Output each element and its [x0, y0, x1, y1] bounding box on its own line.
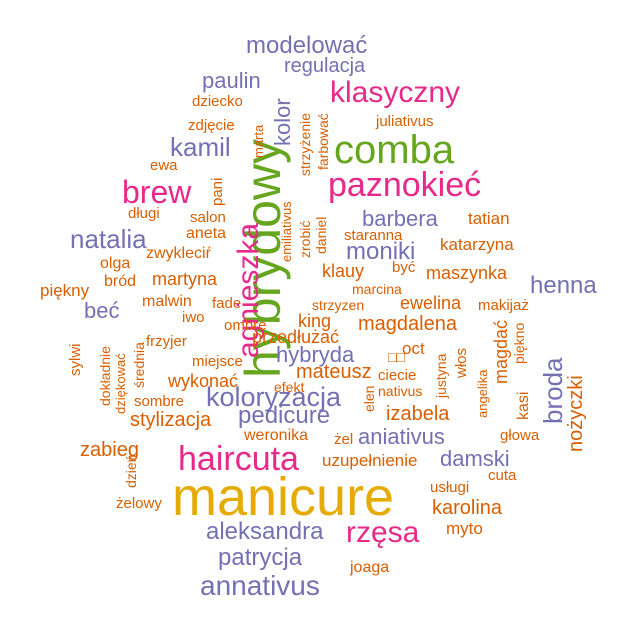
word-daniel: daniel: [313, 216, 329, 254]
word-wlos: włos: [453, 347, 470, 378]
word-tatian: tatian: [468, 209, 510, 228]
word-paznokiec: paznokieć: [328, 166, 482, 204]
word-glowa: głowa: [500, 427, 540, 444]
word-staranna: staranna: [344, 227, 403, 244]
word-przedluzac: przedłużać: [252, 327, 340, 347]
word-brew: brew: [122, 174, 192, 210]
word-dzien: dzień: [123, 454, 139, 488]
word-angelika: angelika: [475, 369, 490, 418]
word-zwyklecir: zwykleciŕ: [146, 245, 211, 262]
word-magdac: magdać: [491, 319, 511, 384]
word-hybryda: hybryda: [276, 342, 355, 367]
word-natalia: natalia: [70, 224, 147, 254]
word-fade: fade: [212, 295, 242, 312]
word-dlugi: długi: [128, 205, 160, 222]
word-olga: olga: [100, 255, 131, 272]
word-brod: bród: [104, 273, 137, 290]
word-malwin: malwin: [142, 293, 192, 310]
word-katarzyna: katarzyna: [440, 235, 514, 254]
word-izabela: izabela: [386, 403, 450, 425]
word-comba: comba: [334, 128, 455, 172]
word-king: king: [298, 311, 332, 331]
word-aneta: aneta: [186, 225, 227, 242]
word-manicure: manicure: [172, 467, 395, 527]
word-cuta: cuta: [488, 467, 517, 484]
word-efekt: efekt: [274, 379, 305, 395]
word-marta: marta: [251, 124, 266, 158]
word-sombre: sombre: [134, 393, 185, 410]
word-klauy: klauy: [322, 261, 365, 281]
word-uzupelnienie: uzupełnienie: [322, 451, 418, 470]
word-justyna: justyna: [433, 353, 449, 398]
word-byc: być: [392, 259, 416, 276]
word-ewelina: ewelina: [400, 293, 462, 313]
word-koloryzacja: koloryzacja: [206, 382, 342, 412]
word-iwo: iwo: [182, 309, 205, 326]
word-srednia: średnia: [131, 342, 147, 388]
word-zelowy: żelowy: [116, 495, 162, 512]
word-magdalena: magdalena: [358, 313, 457, 335]
word-wykonac: wykonać: [168, 371, 239, 391]
word-strzyzenie: strzyżenie: [297, 112, 313, 176]
word-elen: elen: [361, 385, 377, 412]
word-kasi: kasi: [515, 391, 532, 420]
word-frzyjer: frzyjer: [146, 333, 187, 350]
word-martyna: martyna: [152, 269, 218, 289]
word-dokladnie: dokładnie: [97, 346, 113, 406]
word-paulin: paulin: [202, 68, 261, 93]
word-farbowac: farbować: [315, 113, 331, 170]
word-kolor: kolor: [270, 98, 295, 146]
word-juliativus: juliativus: [376, 113, 434, 130]
word-maszynka: maszynka: [426, 263, 508, 283]
word-pani: pani: [209, 177, 226, 206]
word-patrycja: patrycja: [218, 544, 303, 571]
word-uslugi: usługi: [430, 479, 470, 496]
word-henna: henna: [530, 272, 597, 299]
word-moniki: moniki: [346, 238, 416, 265]
word-zel: żel: [334, 431, 354, 448]
word-weronika: weronika: [244, 427, 309, 444]
word-modelowac: modelować: [246, 32, 368, 59]
word-myto: myto: [446, 519, 483, 538]
word-dziekowac: dziękować: [113, 353, 128, 414]
word-nozyczki: nożyczki: [565, 375, 587, 452]
word-rzesa: rzęsa: [346, 516, 420, 549]
word-salon: salon: [190, 209, 226, 226]
word-glyph: □□: [388, 349, 405, 365]
word-regulacja: regulacja: [284, 55, 366, 77]
word-sylwi: sylwi: [67, 343, 84, 377]
word-damski: damski: [440, 446, 510, 471]
word-ombre: ombre: [224, 317, 267, 334]
word-aleksandra: aleksandra: [206, 518, 324, 545]
word-haircuta: haircuta: [178, 440, 299, 478]
word-makijaz: makijaż: [478, 297, 529, 314]
word-annativus: annativus: [200, 570, 320, 601]
word-mateusz: mateusz: [296, 361, 372, 383]
word-emiliativus: emiliativus: [279, 201, 294, 262]
word-miejsce: miejsce: [192, 353, 243, 370]
word-karolina: karolina: [432, 497, 503, 519]
word-zrobic: zrobić: [297, 220, 313, 258]
word-joaga: joaga: [350, 559, 390, 576]
word-pedicure: pedicure: [238, 402, 331, 429]
word-zdjecie: zdjęcie: [188, 117, 235, 134]
word-aniativus: aniativus: [358, 424, 445, 449]
word-zabieg: zabieg: [80, 439, 139, 461]
word-broda: broda: [538, 357, 568, 425]
word-ciecie: ciecie: [378, 367, 417, 384]
word-dziecko: dziecko: [192, 93, 243, 110]
word-klasyczny: klasyczny: [330, 76, 461, 109]
word-marcina: marcina: [352, 281, 402, 297]
word-strzyzen: strzyzen: [312, 297, 365, 313]
word-barbera: barbera: [362, 206, 438, 231]
word-piekno: piękno: [511, 322, 527, 364]
word-ewa: ewa: [150, 157, 178, 174]
word-nativus: nativus: [378, 383, 423, 399]
word-stylizacja: stylizacja: [130, 409, 212, 431]
word-piekny: piękny: [40, 281, 90, 300]
word-bec: beć: [84, 298, 120, 323]
word-oct: oct: [402, 339, 425, 358]
word-kamil: kamil: [170, 132, 231, 162]
